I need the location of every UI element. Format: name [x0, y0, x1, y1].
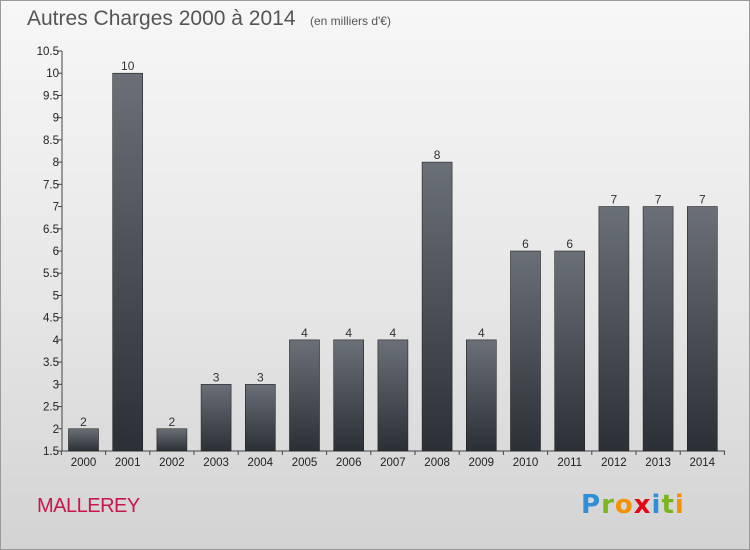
- bar-value-label: 4: [390, 326, 397, 340]
- bar-value-label: 3: [257, 370, 264, 384]
- bar: [686, 206, 718, 452]
- bar: [112, 72, 143, 452]
- x-tick-label: 2013: [645, 457, 671, 469]
- x-tick-label: 2009: [469, 457, 495, 469]
- bar-value-label: 8: [434, 148, 441, 162]
- x-tick-label: 2002: [159, 457, 185, 469]
- y-tick-label: 1.5: [43, 446, 59, 458]
- bar: [245, 384, 276, 452]
- bar: [421, 161, 453, 452]
- bar: [289, 339, 320, 452]
- bar: [465, 339, 497, 452]
- y-tick-label: 5.5: [43, 268, 59, 280]
- bar: [554, 250, 586, 452]
- y-tick-label: 3.5: [43, 357, 59, 369]
- y-tick-label: 5: [53, 290, 59, 302]
- proxiti-logo[interactable]: Proxiti: [581, 490, 685, 520]
- x-tick-label: 2010: [513, 457, 539, 469]
- logo-letter: r: [601, 490, 615, 520]
- x-tick-label: 2001: [115, 457, 141, 469]
- chart-subtitle: (en milliers d'€): [309, 14, 391, 28]
- chart-title: Autres Charges 2000 à 2014: [27, 7, 296, 30]
- bar-value-label: 3: [213, 370, 220, 384]
- bar-value-label: 6: [566, 237, 573, 251]
- bar: [156, 428, 188, 452]
- logo-letter: x: [633, 490, 652, 520]
- bar-value-label: 4: [478, 326, 485, 340]
- y-tick-label: 6: [53, 246, 59, 258]
- y-tick-label: 9: [53, 113, 59, 125]
- logo-letter: i: [674, 490, 685, 520]
- bar-value-label: 7: [699, 193, 706, 207]
- x-tick-label: 2004: [248, 457, 274, 469]
- bar-value-label: 2: [169, 415, 176, 429]
- y-tick-label: 4: [53, 335, 60, 347]
- logo-letter: t: [661, 490, 675, 520]
- x-tick-label: 2012: [601, 457, 627, 469]
- bar: [377, 339, 409, 452]
- x-tick-label: 2011: [557, 457, 582, 469]
- bar: [333, 339, 365, 452]
- bar-value-label: 4: [345, 326, 352, 340]
- bar-value-label: 6: [522, 237, 529, 251]
- y-tick-label: 4.5: [43, 313, 59, 325]
- y-tick-label: 9.5: [43, 90, 59, 102]
- y-tick-label: 2.5: [43, 402, 59, 414]
- bar: [68, 428, 99, 452]
- x-tick-label: 2000: [71, 457, 97, 469]
- bar: [510, 250, 541, 452]
- y-tick-label: 8.5: [43, 135, 59, 147]
- y-tick-label: 8: [53, 157, 59, 169]
- y-tick-label: 10.5: [37, 46, 59, 58]
- bar-value-label: 7: [611, 193, 618, 207]
- bar-value-label: 4: [301, 326, 308, 340]
- x-tick-label: 2014: [690, 457, 716, 469]
- commune-name: MALLEREY: [37, 495, 140, 517]
- bar-value-label: 2: [80, 415, 87, 429]
- logo-letter: i: [651, 490, 662, 520]
- logo-letter: P: [581, 490, 602, 520]
- bar: [642, 206, 674, 452]
- bar-value-label: 7: [655, 193, 662, 207]
- bar-value-label: 10: [121, 59, 135, 73]
- y-tick-label: 7: [53, 202, 59, 214]
- x-tick-label: 2005: [292, 457, 318, 469]
- logo-letter: o: [614, 490, 634, 520]
- x-tick-label: 2008: [424, 457, 450, 469]
- bar: [200, 384, 232, 452]
- x-tick-label: 2006: [336, 457, 362, 469]
- bar: [598, 206, 630, 452]
- y-tick-label: 2: [53, 424, 59, 436]
- x-tick-label: 2003: [203, 457, 229, 469]
- y-tick-label: 3: [53, 379, 59, 391]
- y-tick-label: 7.5: [43, 179, 59, 191]
- y-tick-label: 10: [46, 68, 59, 80]
- title-row: Autres Charges 2000 à 2014 (en milliers …: [27, 7, 391, 31]
- x-tick-label: 2007: [380, 457, 406, 469]
- y-tick-label: 6.5: [43, 224, 59, 236]
